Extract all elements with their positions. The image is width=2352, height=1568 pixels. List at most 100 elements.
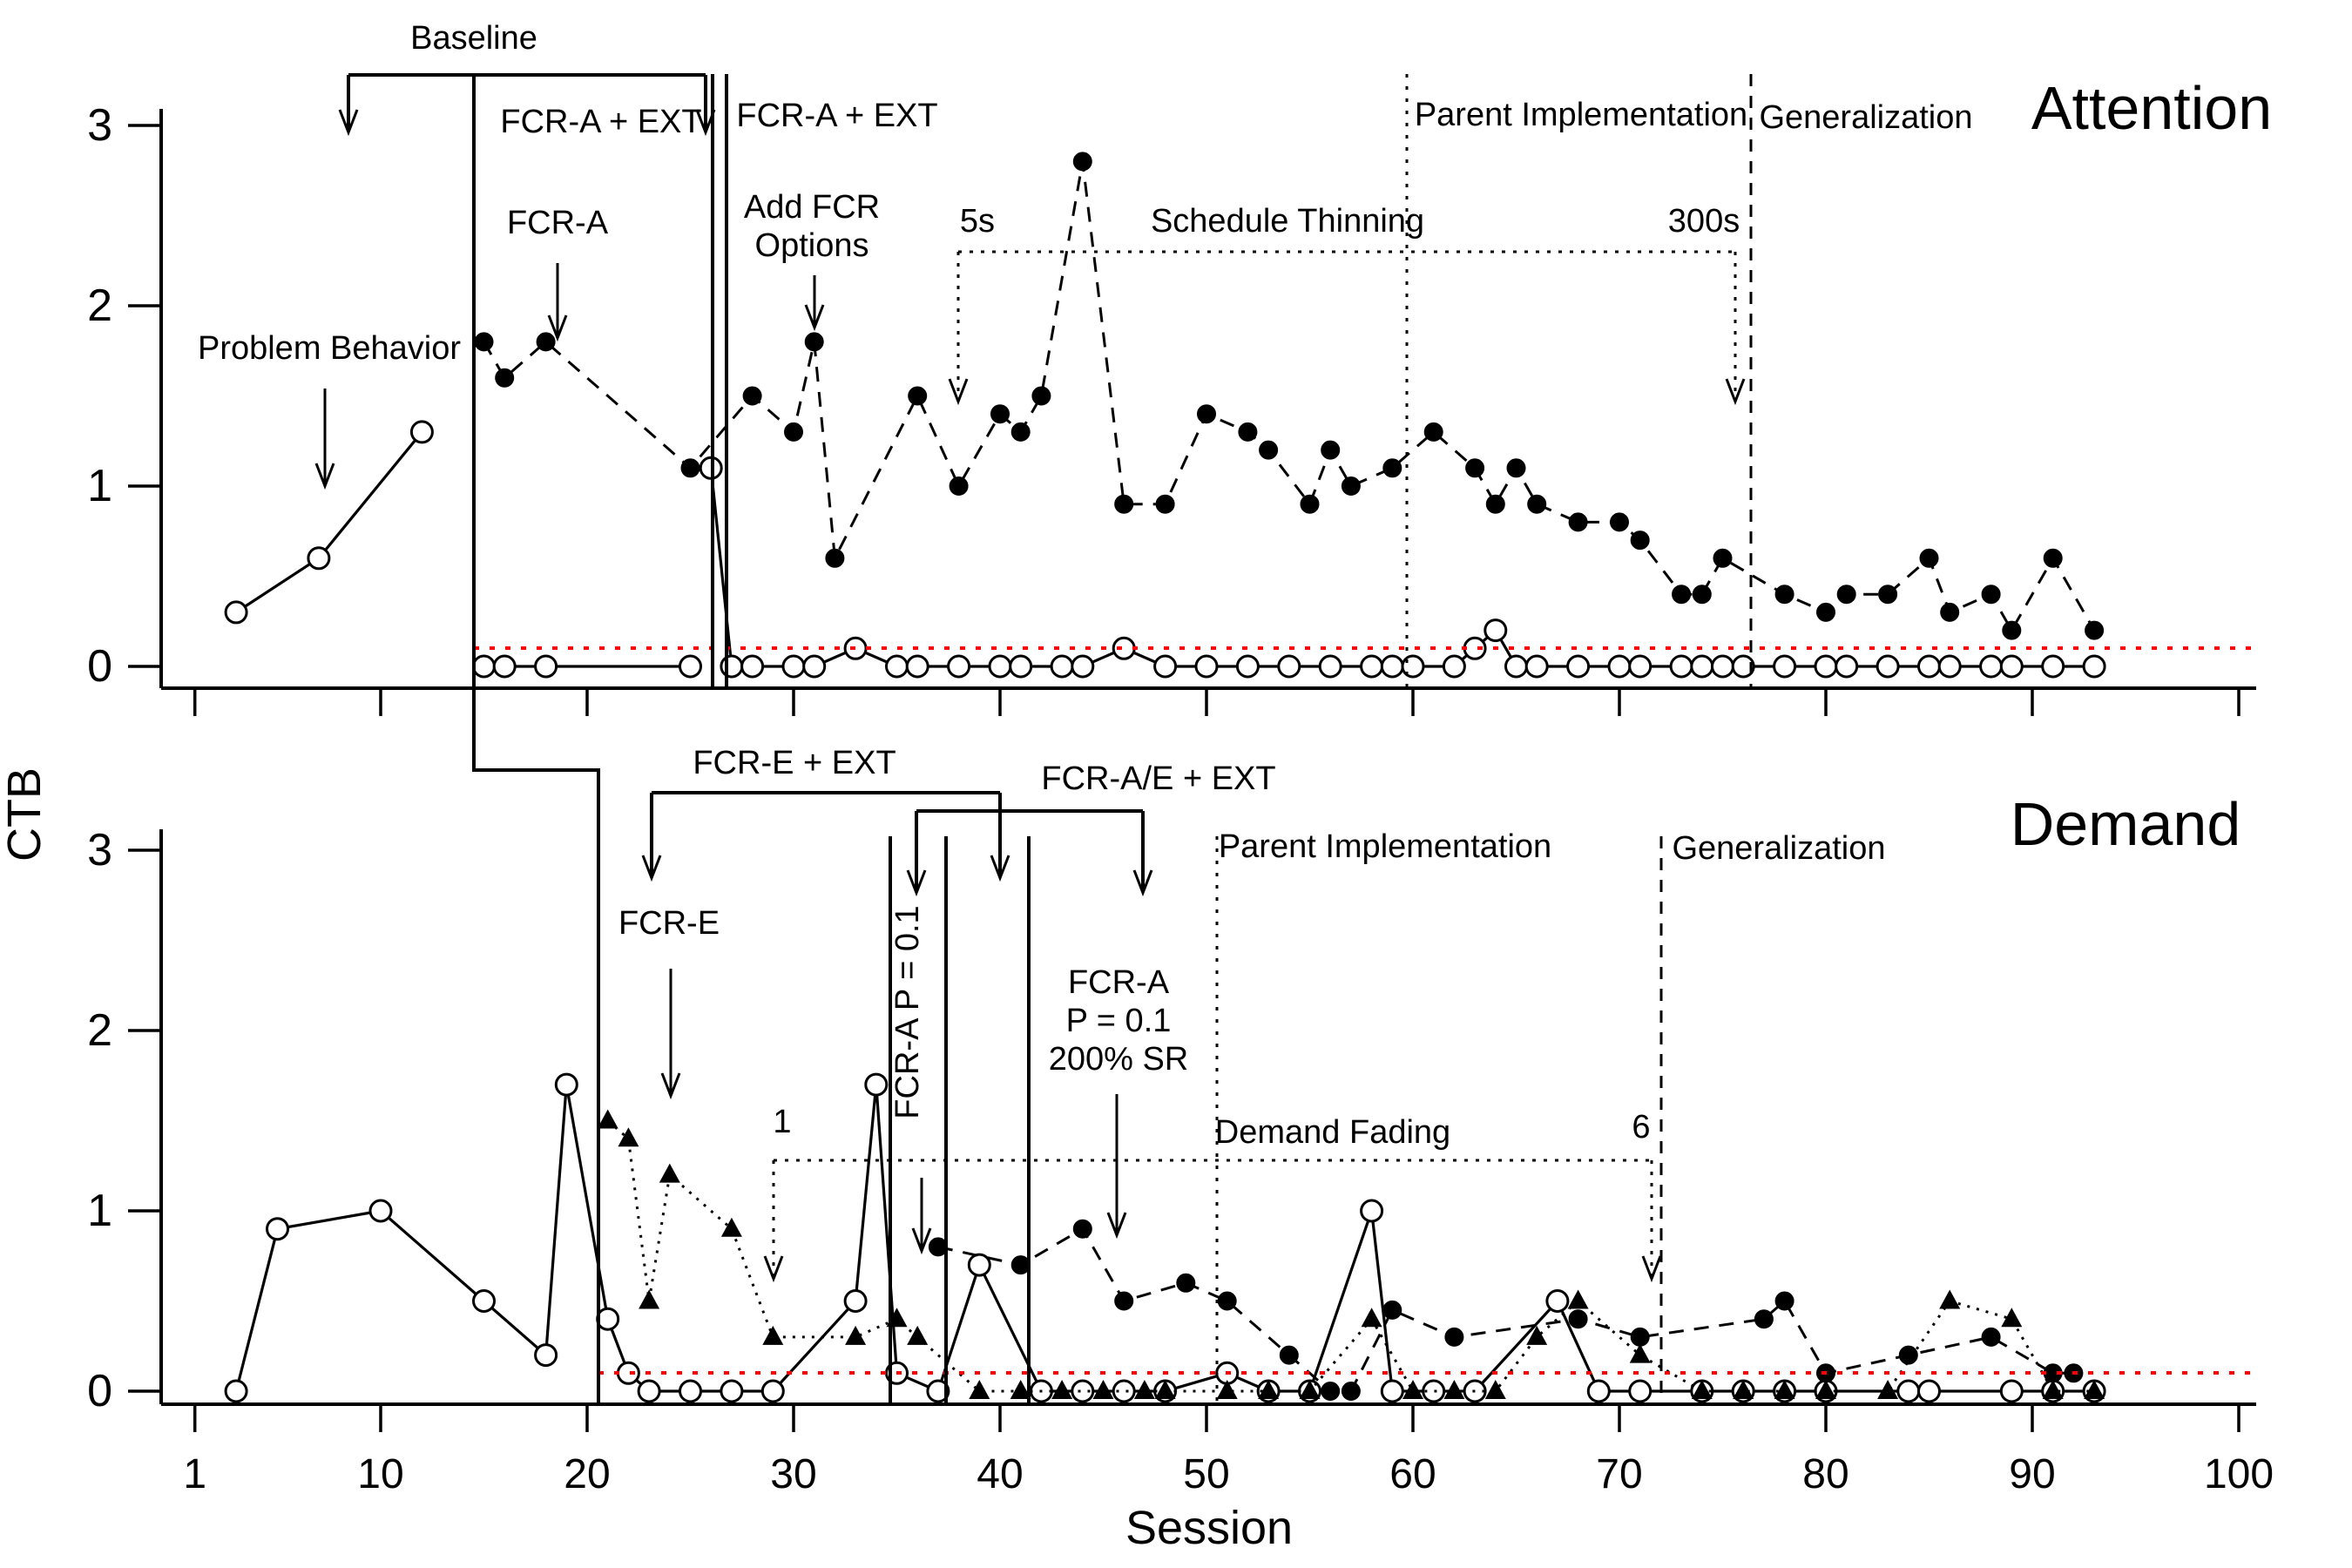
open-circle-data-point bbox=[802, 654, 827, 679]
filled-circle-data-point bbox=[1672, 585, 1692, 605]
open-circle-data-point bbox=[781, 654, 806, 679]
y-tick-label: 0 bbox=[87, 1366, 112, 1416]
annotation-text: Add FCR bbox=[744, 189, 880, 226]
bracket-arrowhead-icon bbox=[1132, 869, 1153, 897]
filled-circle-data-point bbox=[1610, 512, 1629, 532]
open-circle-data-point bbox=[1586, 1379, 1611, 1403]
open-circle-data-point bbox=[224, 1379, 248, 1403]
annotation-text: Session bbox=[1125, 1502, 1293, 1554]
filled-circle-data-point bbox=[1816, 602, 1835, 622]
annotation-text: FCR-A + EXT bbox=[500, 104, 701, 140]
open-circle-data-point bbox=[1360, 654, 1384, 679]
filled-circle-data-point bbox=[949, 476, 969, 496]
attention-parent-implementation-label: Parent Implementation bbox=[1415, 97, 1747, 133]
annotation-text: Parent Implementation bbox=[1415, 97, 1747, 133]
open-circle-data-point bbox=[1896, 1379, 1921, 1403]
open-circle-data-point bbox=[947, 654, 971, 679]
filled-circle-data-point bbox=[1898, 1345, 1918, 1365]
panel-attention: 0 1 2 3 bbox=[87, 100, 2256, 716]
filled-circle-data-point bbox=[908, 386, 928, 406]
bracket-arrowhead-icon bbox=[990, 855, 1010, 882]
open-circle-data-point bbox=[1999, 1379, 2024, 1403]
open-circle-data-point bbox=[492, 654, 517, 679]
open-circle-data-point bbox=[905, 654, 929, 679]
bracket-arrowhead-icon bbox=[763, 1255, 784, 1283]
filled-circle-data-point bbox=[1321, 1382, 1341, 1401]
open-circle-data-point bbox=[1628, 654, 1652, 679]
open-circle-data-point bbox=[266, 1217, 289, 1241]
annotation-text: Options bbox=[755, 227, 869, 264]
filled-triangle-data-point bbox=[1815, 1380, 1836, 1399]
filled-triangle-data-point bbox=[2001, 1308, 2023, 1328]
open-circle-data-point bbox=[1009, 654, 1033, 679]
open-circle-data-point bbox=[1979, 654, 2004, 679]
attention-title: Attention bbox=[2031, 74, 2272, 142]
x-axis-label: Session bbox=[1125, 1502, 1293, 1554]
open-circle-data-point bbox=[1380, 1379, 1404, 1403]
fcr-e-label: FCR-E bbox=[618, 905, 720, 1100]
filled-circle-data-point bbox=[1259, 440, 1279, 460]
filled-circle-data-point bbox=[1444, 1327, 1464, 1347]
open-circle-data-point bbox=[1504, 654, 1528, 679]
filled-triangle-data-point bbox=[1154, 1380, 1176, 1399]
annotation-arrowhead-icon bbox=[547, 314, 568, 342]
filled-circle-data-point bbox=[1010, 422, 1031, 442]
open-circle-data-point bbox=[720, 654, 744, 679]
filled-triangle-data-point bbox=[845, 1325, 867, 1345]
filled-circle-data-point bbox=[1238, 422, 1258, 442]
open-circle-data-point bbox=[1235, 654, 1260, 679]
filled-circle-data-point bbox=[1981, 1327, 2001, 1347]
series-demand-problem-behavior-filled bbox=[928, 1219, 2084, 1401]
open-circle-data-point bbox=[1566, 654, 1591, 679]
bracket-end-label: 6 bbox=[1632, 1109, 1650, 1146]
open-circle-data-point bbox=[1524, 654, 1549, 679]
fcr-ae-ext-bracket: FCR-A/E + EXT bbox=[906, 760, 1276, 897]
filled-circle-data-point bbox=[536, 332, 556, 352]
bracket-label: Schedule Thinning bbox=[1151, 203, 1424, 240]
open-circle-data-point bbox=[1628, 1379, 1652, 1403]
bracket-label: FCR-A/E + EXT bbox=[1041, 760, 1275, 797]
annotation-text: CTB bbox=[0, 767, 51, 862]
filled-circle-data-point bbox=[1155, 494, 1175, 514]
annotation-arrowhead-icon bbox=[1106, 1212, 1127, 1240]
filled-circle-data-point bbox=[1774, 585, 1794, 605]
open-circle-data-point bbox=[1484, 618, 1508, 643]
series-demand-fcr-alternative-triangle bbox=[597, 1109, 2105, 1399]
open-circle-data-point bbox=[637, 1379, 661, 1403]
filled-circle-data-point bbox=[1981, 585, 2001, 605]
filled-circle-data-point bbox=[1217, 1291, 1237, 1311]
filled-circle-data-point bbox=[474, 332, 494, 352]
open-circle-data-point bbox=[926, 1379, 950, 1403]
open-circle-data-point bbox=[307, 546, 331, 571]
y-tick-label: 0 bbox=[87, 641, 112, 692]
baseline-bracket: Baseline bbox=[338, 20, 716, 137]
annotation-text: Generalization bbox=[1672, 830, 1885, 867]
attention-generalization-label: Generalization bbox=[1759, 99, 1972, 136]
annotation-text: Demand bbox=[2011, 790, 2241, 858]
filled-circle-data-point bbox=[1568, 1309, 1588, 1329]
annotation-text: Parent Implementation bbox=[1219, 828, 1551, 865]
open-circle-data-point bbox=[1318, 654, 1342, 679]
open-circle-data-point bbox=[1607, 654, 1632, 679]
open-circle-data-point bbox=[1876, 654, 1900, 679]
filled-triangle-data-point bbox=[1774, 1380, 1795, 1399]
y-tick-label: 2 bbox=[87, 1005, 112, 1056]
bracket-arrowhead-icon bbox=[641, 855, 662, 882]
annotation-text: FCR-A bbox=[507, 205, 609, 241]
filled-circle-data-point bbox=[1940, 602, 1960, 622]
filled-circle-data-point bbox=[1506, 458, 1526, 478]
filled-circle-data-point bbox=[1836, 585, 1856, 605]
filled-triangle-data-point bbox=[1402, 1380, 1423, 1399]
bracket-arrowhead-icon bbox=[1641, 1255, 1662, 1283]
filled-triangle-data-point bbox=[1526, 1325, 1548, 1345]
filled-circle-data-point bbox=[1321, 440, 1341, 460]
filled-circle-data-point bbox=[990, 404, 1010, 424]
filled-circle-data-point bbox=[1197, 404, 1216, 424]
filled-circle-data-point bbox=[1754, 1309, 1774, 1329]
open-circle-data-point bbox=[472, 654, 496, 679]
demand-parent-implementation-label: Parent Implementation bbox=[1219, 828, 1551, 865]
filled-circle-data-point bbox=[1176, 1273, 1196, 1293]
open-circle-data-point bbox=[534, 1343, 558, 1368]
